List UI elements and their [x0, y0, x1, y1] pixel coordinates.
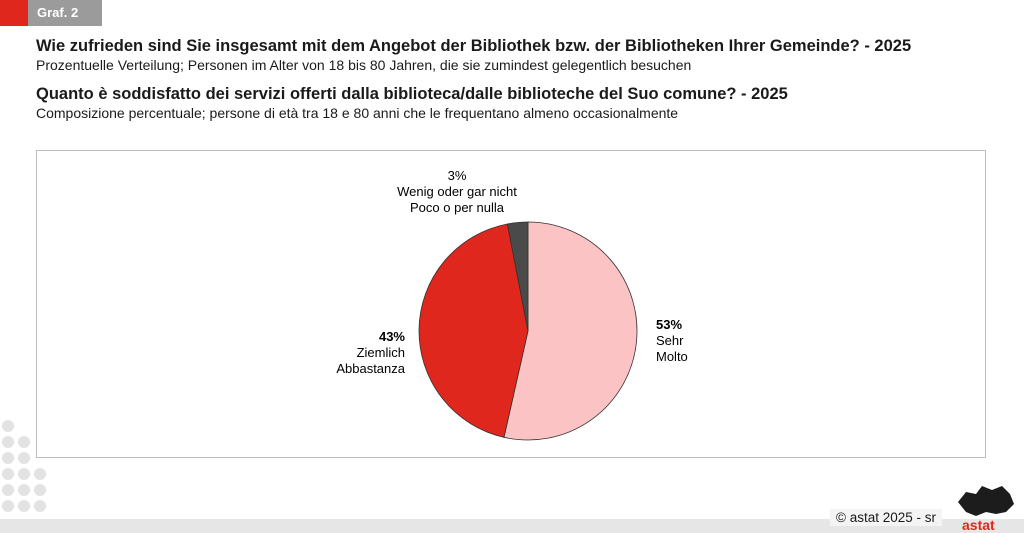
title-italian: Quanto è soddisfatto dei servizi offerti…: [36, 85, 788, 103]
copyright-symbol: ©: [836, 510, 846, 525]
slice-label-it-abbastanza: Abbastanza: [336, 361, 405, 376]
slice-label-it-molto: Molto: [656, 349, 688, 364]
subtitle-german: Prozentuelle Verteilung; Personen im Alt…: [36, 57, 692, 73]
slice-label-de-ziemlich: Ziemlich: [357, 345, 405, 360]
astat-logo-icon: [958, 486, 1014, 516]
graph-number-badge: Graf. 2: [28, 0, 102, 26]
subtitle-italian: Composizione percentuale; persone di età…: [36, 105, 679, 121]
pie-slice-sehr: [503, 221, 638, 441]
pie-chart: 53% Sehr Molto 43% Ziemlich Abbastanza 3…: [336, 168, 688, 441]
pie-slice-ziemlich: [418, 223, 529, 438]
slice-label-de-wenig: Wenig oder gar nicht: [397, 184, 517, 199]
copyright-text: astat 2025 - sr: [849, 510, 937, 525]
slice-label-value-ziemlich: 43%: [379, 329, 405, 344]
slice-label-de-sehr: Sehr: [656, 333, 684, 348]
footer-band: [0, 519, 1024, 533]
copyright-notice: © astat 2025 - sr: [830, 509, 943, 526]
slice-label-it-poco: Poco o per nulla: [410, 200, 505, 215]
badge-red-block: [0, 0, 28, 26]
pie-slice-wenig: [506, 221, 529, 332]
slice-label-value-sehr: 53%: [656, 317, 682, 332]
decorative-dot-pattern: [2, 420, 46, 512]
slice-label-value-wenig: 3%: [448, 168, 467, 183]
chart-area: 53% Sehr Molto 43% Ziemlich Abbastanza 3…: [36, 150, 986, 458]
title-german: Wie zufrieden sind Sie insgesamt mit dem…: [36, 37, 912, 55]
astat-logo-text: astat: [962, 517, 995, 533]
